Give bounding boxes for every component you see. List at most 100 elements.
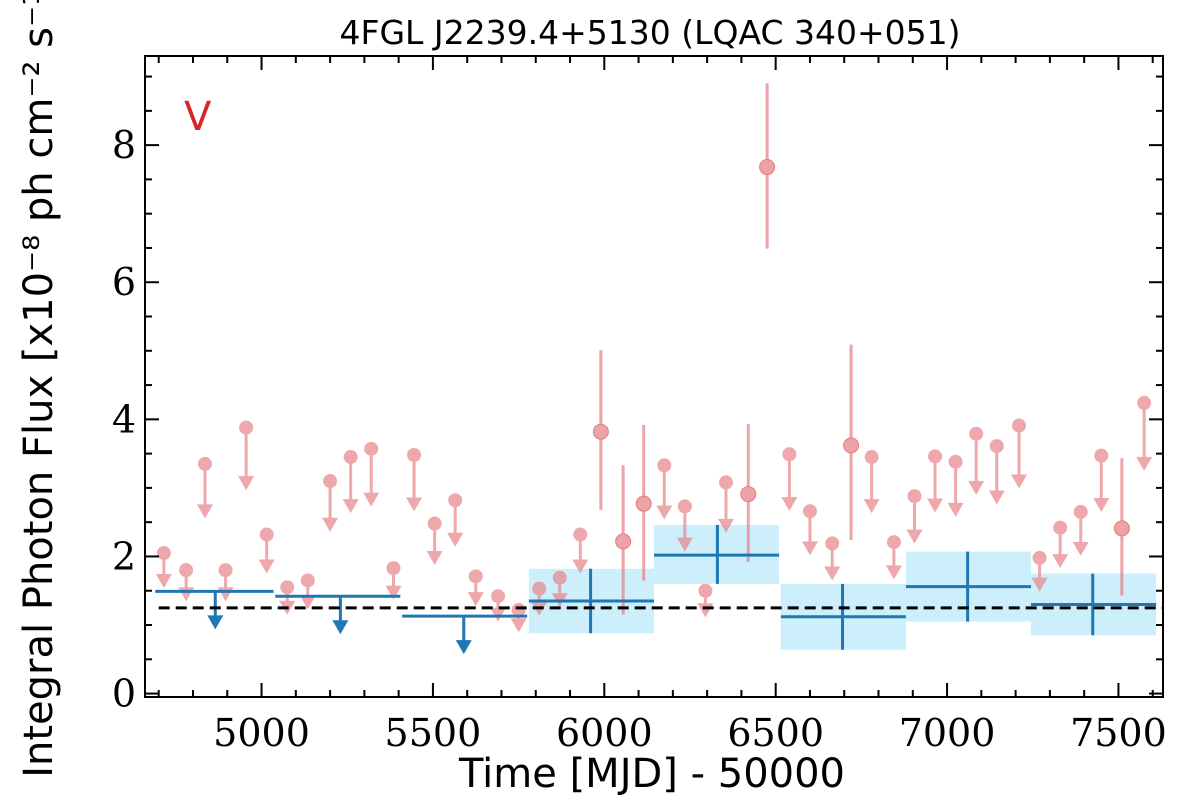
monthly-upper-limit [1093,448,1110,513]
monthly-upper-limit [968,426,985,495]
upper-limit-arrowhead [717,518,734,533]
upper-limit-arrowhead [467,592,484,607]
upper-limit-arrowhead [863,499,880,514]
upper-limit-arrowhead [801,541,818,556]
monthly-points-layer [155,83,1153,633]
upper-limit-arrowhead [510,618,527,633]
upper-limit-arrowhead [238,476,255,491]
x-tick-label: 6000 [556,711,653,755]
upper-limit-arrowhead [1072,541,1089,556]
monthly-upper-limit [927,449,944,513]
monthly-upper-limit [178,563,195,602]
monthly-upper-limit [426,516,443,565]
monthly-point [323,474,338,489]
monthly-upper-limit [1072,504,1089,556]
monthly-point [802,504,817,519]
yearly-upper-limit-arrowhead [207,615,224,630]
monthly-detection-point [635,495,652,512]
plot-frame [144,55,1164,698]
monthly-detection [635,424,652,581]
upper-limit-arrowhead [299,595,316,610]
upper-limit-arrowhead [927,498,944,513]
y-tick-label: 0 [112,672,136,716]
monthly-point [1012,418,1027,433]
monthly-detection [1113,458,1130,596]
upper-limit-arrowhead [781,496,798,511]
monthly-upper-limit [906,489,923,544]
monthly-point [1053,520,1068,535]
x-tick-label: 7500 [1070,711,1167,755]
upper-limit-arrowhead [676,537,693,552]
monthly-detection-point [759,159,776,176]
x-tick-label: 6500 [727,711,824,755]
yearly-upper-limit-arrowhead [332,620,349,635]
monthly-detection-point [592,423,609,440]
monthly-point [197,456,212,471]
upper-limit-arrowhead [385,585,402,600]
upper-limit-arrowhead [217,587,234,602]
yearly-upper-limit-arrowhead [455,640,472,655]
monthly-point [280,580,295,595]
monthly-point [532,581,547,596]
monthly-detection [759,83,776,249]
monthly-point [300,573,315,588]
upper-limit-arrowhead [155,573,172,588]
monthly-upper-limit [299,573,316,610]
tick-labels-layer: 5000 5500 6000 6500 7000 7500 0 2 4 6 8 [112,123,1167,755]
monthly-upper-limit [781,447,798,511]
upper-limit-arrowhead [906,529,923,544]
monthly-point [989,439,1004,454]
monthly-upper-limit [697,583,714,618]
monthly-upper-limit [947,454,964,517]
upper-limit-arrowhead [885,565,902,580]
monthly-point [448,493,463,508]
monthly-point [468,569,483,584]
monthly-point [718,475,733,490]
monthly-upper-limit [322,474,339,532]
monthly-upper-limit [363,441,380,507]
monthly-point [427,516,442,531]
monthly-upper-limit [467,569,484,607]
monthly-upper-limit [885,535,902,580]
monthly-point [573,527,588,542]
monthly-point [948,454,963,469]
panel-label: V [184,94,212,140]
monthly-point [218,563,233,578]
monthly-point [386,561,401,576]
monthly-upper-limit [258,527,275,574]
x-axis-title: Time [MJD] - 50000 [458,751,845,797]
monthly-detection-point [843,437,860,454]
monthly-point [1032,550,1047,565]
y-tick-label: 2 [112,534,136,578]
y-tick-label: 6 [112,260,136,304]
monthly-point [552,570,567,585]
upper-limit-arrowhead [258,559,275,574]
upper-limit-arrowhead [178,587,195,602]
monthly-upper-limit [801,504,818,556]
upper-limit-arrowhead [447,532,464,547]
upper-limit-arrowhead [363,492,380,507]
upper-limit-arrowhead [968,480,985,495]
monthly-detection [592,350,609,510]
monthly-point [928,449,943,464]
y-axis-title: Integral Photon Flux [x10⁻⁸ ph cm⁻² s⁻¹] [16,0,62,778]
monthly-upper-limit [1011,418,1028,489]
monthly-point [343,450,358,465]
monthly-detection [740,424,757,562]
monthly-upper-limit [988,439,1005,505]
upper-limit-arrowhead [572,559,589,574]
monthly-upper-limit [217,563,234,602]
upper-limit-arrowhead [196,504,213,519]
monthly-upper-limit [676,499,693,552]
upper-limit-arrowhead [1031,577,1048,592]
monthly-point [407,447,422,462]
upper-limit-arrowhead [426,550,443,565]
monthly-upper-limit [824,536,841,581]
monthly-point [364,441,379,456]
monthly-point [657,458,672,473]
monthly-detection-point [615,533,632,550]
y-tick-label: 4 [112,397,136,441]
monthly-upper-limit [155,546,172,588]
monthly-point [491,589,506,604]
